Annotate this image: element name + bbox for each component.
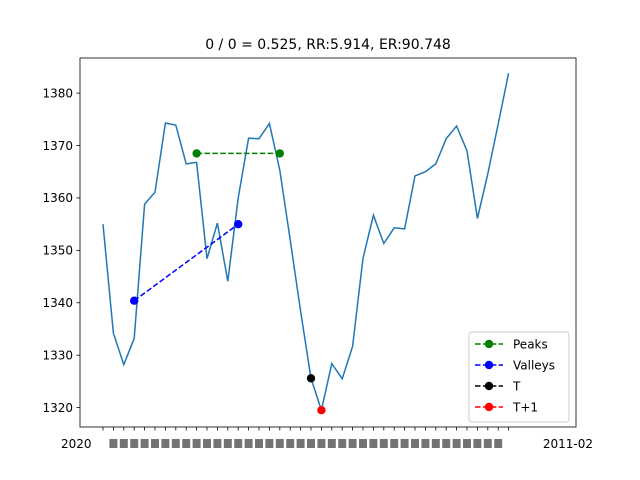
x-tick-label-overlap: [317, 439, 325, 448]
x-tick-label-overlap: [182, 439, 190, 448]
x-tick-label-overlap: [297, 439, 305, 448]
legend-t-label: T: [512, 379, 521, 393]
valleys-point: [130, 297, 138, 305]
x-tick-label-overlap: [401, 439, 409, 448]
x-tick-label-overlap: [172, 439, 180, 448]
legend-t-1-label: T+1: [512, 400, 538, 414]
legend-valleys-marker: [485, 361, 493, 369]
legend-valleys-label: Valleys: [513, 358, 555, 372]
x-tick-label-overlap: [307, 439, 315, 448]
x-tick-label-overlap: [463, 439, 471, 448]
x-tick-label-overlap: [151, 439, 159, 448]
t-1-point: [317, 406, 325, 414]
x-tick-label-overlap: [442, 439, 450, 448]
x-tick-label-overlap: [193, 439, 201, 448]
x-tick-label-overlap: [276, 439, 284, 448]
y-tick-label: 1380: [42, 86, 73, 100]
x-tick-label-overlap: [380, 439, 388, 448]
x-tick-label-overlap: [141, 439, 149, 448]
x-tick-label-overlap: [109, 439, 117, 448]
y-tick-label: 1370: [42, 139, 73, 153]
x-tick-label-overlap: [224, 439, 232, 448]
x-tick-label-overlap: [421, 439, 429, 448]
y-tick-label: 1330: [42, 348, 73, 362]
y-tick-label: 1320: [42, 401, 73, 415]
x-tick-label-overlap: [120, 439, 128, 448]
legend-t-marker: [485, 382, 493, 390]
x-tick-label-overlap: [338, 439, 346, 448]
legend: Peaks Valleys T T+1: [469, 332, 569, 422]
x-tick-label-overlap: [130, 439, 138, 448]
x-tick-label-overlap: [245, 439, 253, 448]
peaks-point: [192, 149, 200, 157]
x-tick-label-overlap: [390, 439, 398, 448]
x-tick-label-overlap: [265, 439, 273, 448]
x-tick-label-overlap: [213, 439, 221, 448]
legend-peaks-marker: [485, 340, 493, 348]
x-tick-label-overlap: [203, 439, 211, 448]
x-tick-label-overlap: [328, 439, 336, 448]
x-tick-label-overlap: [234, 439, 242, 448]
chart-title: 0 / 0 = 0.525, RR:5.914, ER:90.748: [205, 37, 451, 53]
x-tick-label-overlap: [473, 439, 481, 448]
y-tick-label: 1340: [42, 296, 73, 310]
x-tick-label-overlap: [349, 439, 357, 448]
peaks-point: [276, 149, 284, 157]
x-tick-label-overlap: [161, 439, 169, 448]
legend-t-1-marker: [485, 403, 493, 411]
y-tick-label: 1360: [42, 191, 73, 205]
x-tick-label-overlap: [255, 439, 263, 448]
x-tick-label: 2011-02: [543, 437, 593, 451]
x-tick-label-overlap: [411, 439, 419, 448]
x-tick-label-overlap: [494, 439, 502, 448]
legend-peaks-label: Peaks: [513, 337, 548, 351]
y-tick-label: 1350: [42, 244, 73, 258]
x-tick-label-overlap: [432, 439, 440, 448]
x-tick-label-overlap: [359, 439, 367, 448]
x-tick-label-overlap: [369, 439, 377, 448]
x-tick-label-overlap: [286, 439, 294, 448]
t-point: [307, 374, 315, 382]
valleys-point: [234, 220, 242, 228]
x-tick-label-overlap: [453, 439, 461, 448]
x-tick-label: 2020: [61, 437, 92, 451]
x-tick-label-overlap: [484, 439, 492, 448]
